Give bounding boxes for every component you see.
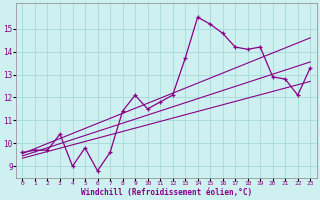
X-axis label: Windchill (Refroidissement éolien,°C): Windchill (Refroidissement éolien,°C): [81, 188, 252, 197]
